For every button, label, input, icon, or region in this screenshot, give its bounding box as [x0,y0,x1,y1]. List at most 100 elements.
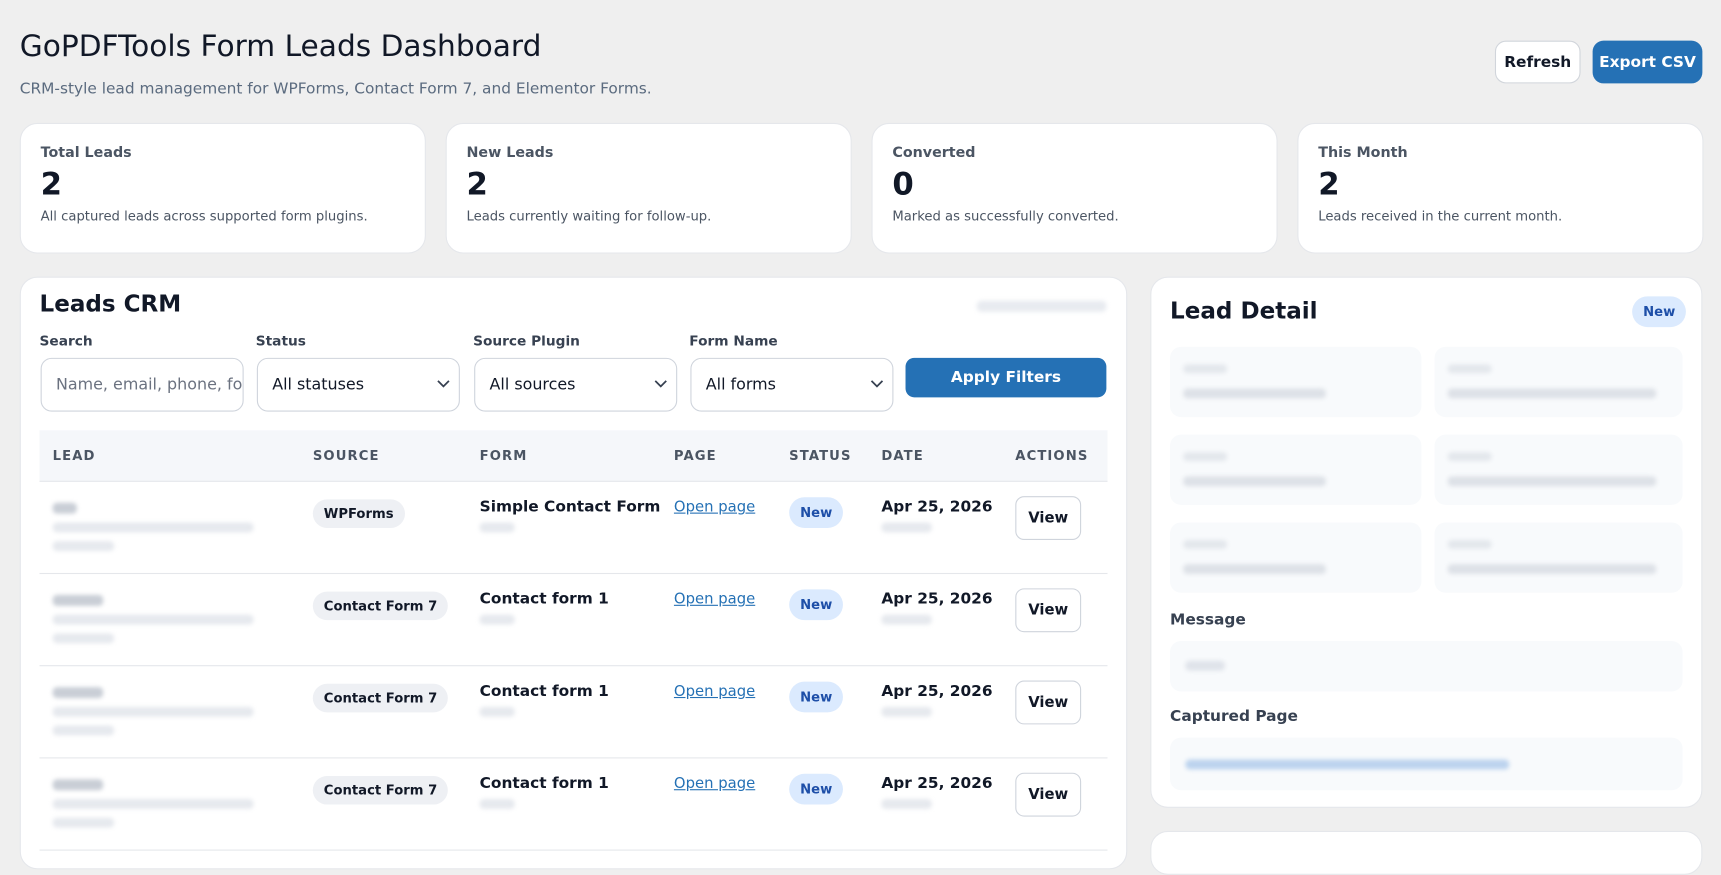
form-name: Contact form 1 [479,682,609,701]
apply-button[interactable]: Apply Filters [905,357,1107,398]
view-button[interactable]: View [1015,772,1082,817]
blurred-phone [52,725,115,736]
refresh-button[interactable]: Refresh [1494,40,1581,84]
lead-row: WPForms Simple Contact Form Open page New Ap… [39,481,1108,575]
filter-label: Status [255,332,306,350]
search-input[interactable]: Name, email, phone, form [40,357,244,412]
page-subtitle: CRM-style lead management for WPForms, C… [19,80,652,98]
chevron [870,380,884,388]
blurred-time [881,614,932,625]
stat-card: Converted 0 Marked as successfully convert… [871,122,1278,254]
column-header: ACTIONS [1015,447,1089,464]
page-box [1170,737,1683,791]
detail-cell [1434,346,1683,418]
blurred-value [1183,476,1326,487]
form-name: Simple Contact Form [479,498,661,516]
blurred-value [1183,388,1326,399]
status-badge: New [789,589,844,621]
blurred-form-id [479,522,515,533]
source-pill: Contact Form 7 [312,776,449,805]
page-link[interactable]: Open page [673,774,756,793]
message-box [1170,640,1683,692]
blurred-email [52,522,254,533]
status-badge: New [789,773,844,805]
blurred-time [881,799,932,809]
lead-row: Contact Form 7 Contact form 1 Open page New… [39,757,1108,851]
form-name: Contact form 1 [479,590,609,609]
date: Apr 25, 2026 [881,590,993,609]
stat-card: New Leads 2 Leads currently waiting for fo… [445,122,852,254]
filter-select[interactable]: All forms [690,357,894,412]
blurred-value [1447,388,1657,399]
blurred-email [52,614,254,625]
blurred-name [52,594,104,606]
blurred-key [1447,540,1492,549]
column-header: DATE [881,447,924,464]
source-pill: WPForms [312,499,405,528]
dashboard: GoPDFTools Form Leads Dashboard CRM-styl… [19,30,1704,875]
page-label: Captured Page [1170,707,1298,726]
form-name: Contact form 1 [479,774,609,793]
blurred-key [1183,540,1228,549]
detail-cell [1170,434,1422,505]
page-link[interactable]: Open page [673,498,756,516]
blurred-name [52,687,104,699]
filter-label: Source Plugin [473,332,580,350]
stat-value: 2 [1318,165,1340,202]
lead-row: Contact Form 7 Contact form 1 Open page New… [39,573,1108,667]
column-header: LEAD [52,447,96,464]
status-badge: New [789,497,844,528]
stat-label: New Leads [466,144,554,162]
blurred-form-id [479,706,515,717]
blurred-email [52,706,254,717]
stat-note: Marked as successfully converted. [892,208,1119,224]
filter-label: Form Name [689,332,778,350]
stat-note: Leads received in the current month. [1318,208,1563,224]
blurred-count [976,300,1107,312]
view-button[interactable]: View [1015,680,1082,725]
stat-value: 0 [892,165,914,202]
column-header: STATUS [789,447,852,464]
column-header: PAGE [673,447,717,464]
blurred-key [1183,452,1228,461]
blurred-phone [52,541,115,551]
view-button[interactable]: View [1015,496,1082,541]
blurred-form-id [479,614,515,625]
page-link[interactable]: Open page [673,682,756,701]
blurred-value [1447,476,1657,487]
blurred-email [52,799,254,809]
blurred-value [1183,564,1326,575]
source-pill: Contact Form 7 [312,683,449,713]
stat-value: 2 [40,165,62,202]
blurred-key [1447,452,1492,461]
stat-note: All captured leads across supported form… [40,208,368,224]
blurred-value [1447,564,1657,575]
detail-cell [1434,434,1683,505]
blurred-phone [52,817,115,828]
chevron [437,380,450,388]
stat-label: Converted [892,144,976,162]
filter-label: Search [39,332,93,350]
view-button[interactable]: View [1015,588,1082,633]
chevron [654,380,667,388]
blurred-form-id [479,799,515,809]
blurred-phone [52,633,115,644]
column-header: SOURCE [312,447,380,464]
detail-cell [1170,346,1422,418]
table-header: LEAD SOURCE FORM PAGE STATUS DATE ACTIONS [39,430,1108,482]
detail-cell [1170,522,1422,593]
blurred-name [52,779,104,791]
stat-note: Leads currently waiting for follow-up. [466,208,712,224]
detail-badge: New [1632,296,1687,328]
stat-card: Total Leads 2 All captured leads across su… [19,122,426,254]
export-button[interactable]: Export CSV [1592,40,1703,84]
source-pill: Contact Form 7 [312,591,449,621]
detail-cell [1434,522,1683,593]
filter-select[interactable]: All statuses [256,357,460,412]
blurred-time [881,706,932,717]
filter-select[interactable]: All sources [474,357,678,412]
leads-title: Leads CRM [39,290,182,318]
column-header: FORM [479,447,528,464]
page-link[interactable]: Open page [673,590,756,609]
detail-title: Lead Detail [1170,297,1318,324]
